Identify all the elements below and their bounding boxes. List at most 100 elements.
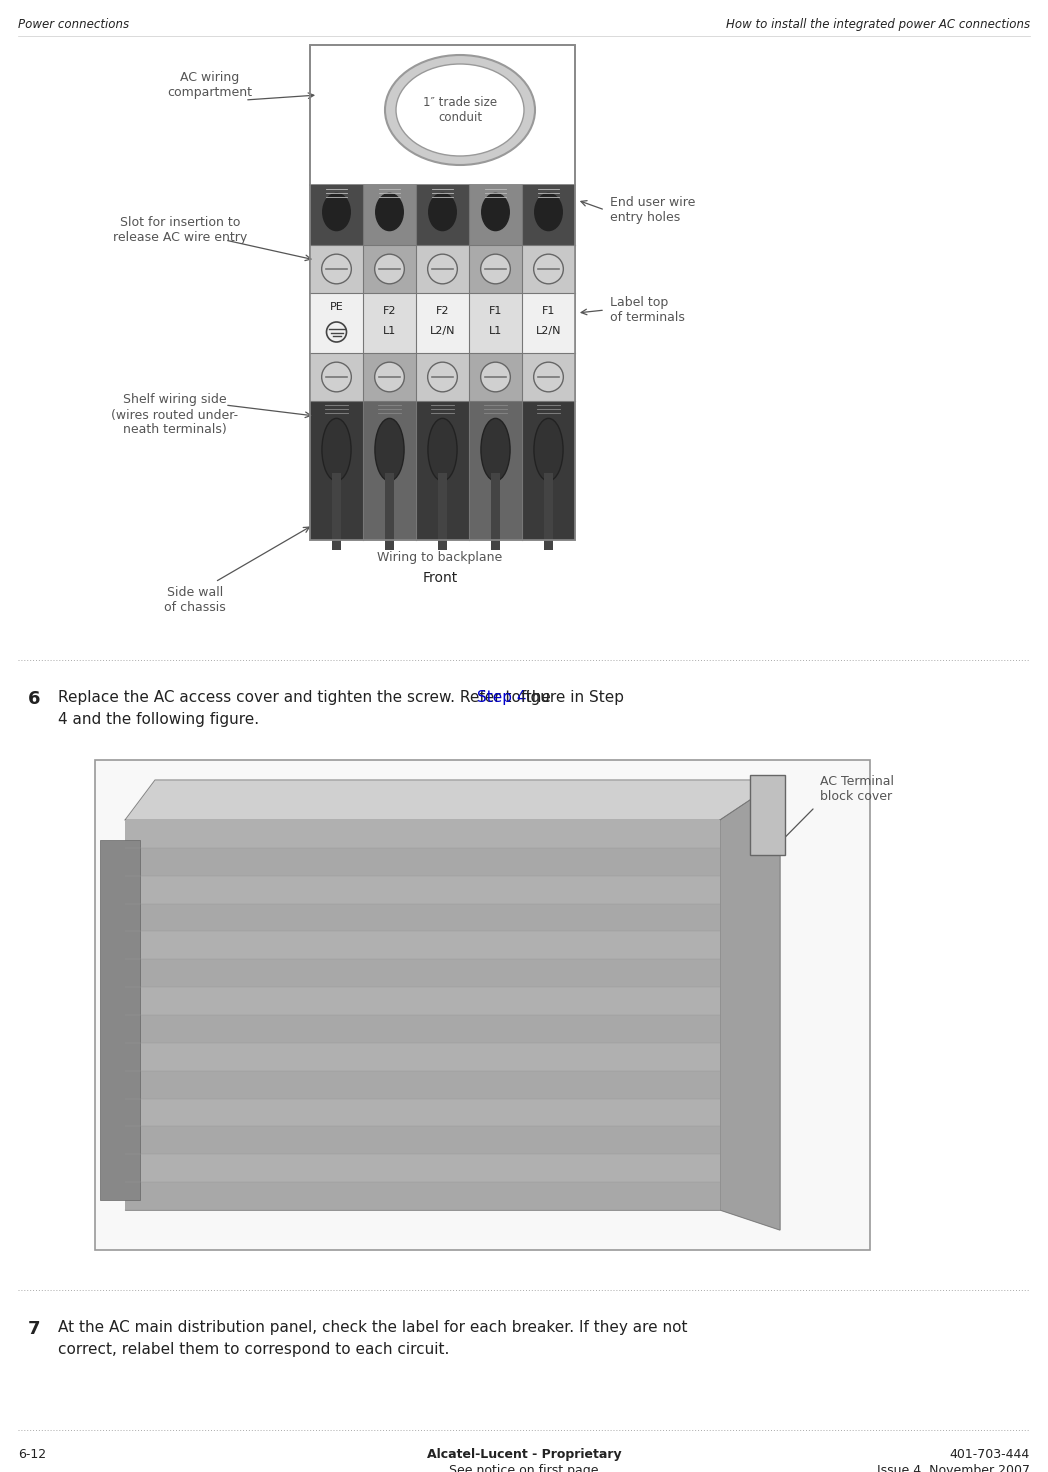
Bar [125, 820, 720, 848]
Ellipse shape [428, 418, 457, 481]
Text: Replace the AC access cover and tighten the screw. Refer to the: Replace the AC access cover and tighten … [58, 690, 555, 705]
Text: See notice on first page: See notice on first page [450, 1465, 598, 1472]
Bar [363, 293, 416, 353]
Bar [125, 1126, 720, 1154]
Text: Power connections: Power connections [18, 18, 129, 31]
Circle shape [428, 362, 457, 392]
Text: Side wall
of chassis: Side wall of chassis [165, 586, 226, 614]
Bar [522, 185, 575, 244]
Ellipse shape [481, 418, 510, 481]
Bar [522, 293, 575, 353]
Ellipse shape [375, 418, 405, 481]
Circle shape [428, 255, 457, 284]
Circle shape [533, 362, 564, 392]
Text: F1: F1 [542, 306, 555, 316]
Bar [363, 185, 416, 244]
Text: correct, relabel them to correspond to each circuit.: correct, relabel them to correspond to e… [58, 1342, 450, 1357]
Bar [310, 400, 363, 540]
Bar [363, 244, 416, 293]
Bar [125, 988, 720, 1016]
Bar [470, 185, 522, 244]
Bar [125, 960, 720, 988]
Text: 6-12: 6-12 [18, 1448, 46, 1462]
Bar [470, 353, 522, 400]
Bar [125, 848, 720, 876]
Bar [363, 353, 416, 400]
Ellipse shape [323, 193, 350, 231]
Text: L2/N: L2/N [430, 325, 455, 336]
Circle shape [481, 255, 510, 284]
Circle shape [375, 255, 405, 284]
Ellipse shape [322, 418, 351, 481]
Bar [125, 1016, 720, 1042]
Text: AC wiring
compartment: AC wiring compartment [168, 71, 253, 99]
Text: figure in Step: figure in Step [517, 690, 625, 705]
Bar [522, 244, 575, 293]
Bar [125, 1182, 720, 1210]
Bar [416, 244, 470, 293]
Text: Label top
of terminals: Label top of terminals [610, 296, 685, 324]
Bar [310, 244, 363, 293]
Ellipse shape [396, 63, 524, 156]
Text: 6: 6 [28, 690, 41, 708]
Bar [125, 1042, 720, 1070]
Bar [416, 353, 470, 400]
Text: L1: L1 [383, 325, 396, 336]
Text: 4 and the following figure.: 4 and the following figure. [58, 712, 259, 727]
Bar [385, 474, 394, 549]
Bar [125, 904, 720, 932]
Bar [438, 474, 447, 549]
Bar [125, 1154, 720, 1182]
Bar [125, 932, 720, 960]
Text: AC Terminal
block cover: AC Terminal block cover [820, 774, 894, 804]
Bar [416, 293, 470, 353]
Bar [470, 244, 522, 293]
Bar [310, 293, 363, 353]
Bar [522, 400, 575, 540]
Circle shape [375, 362, 405, 392]
Text: How to install the integrated power AC connections: How to install the integrated power AC c… [726, 18, 1030, 31]
Bar [310, 46, 575, 540]
Circle shape [533, 255, 564, 284]
Text: L1: L1 [488, 325, 502, 336]
Bar [416, 185, 470, 244]
Text: End user wire
entry holes: End user wire entry holes [610, 196, 696, 224]
Text: 1″ trade size
conduit: 1″ trade size conduit [423, 96, 497, 124]
Bar [310, 353, 363, 400]
Bar [470, 293, 522, 353]
Bar [750, 774, 785, 855]
Text: F1: F1 [488, 306, 502, 316]
Polygon shape [720, 780, 780, 1231]
Circle shape [481, 362, 510, 392]
Text: Step 4: Step 4 [477, 690, 527, 705]
Text: Alcatel-Lucent - Proprietary: Alcatel-Lucent - Proprietary [427, 1448, 621, 1462]
Text: PE: PE [330, 302, 344, 312]
Bar [125, 1070, 720, 1098]
Ellipse shape [534, 193, 563, 231]
Ellipse shape [482, 193, 509, 231]
Bar [544, 474, 553, 549]
Bar [332, 474, 342, 549]
Text: Shelf wiring side
(wires routed under-
neath terminals): Shelf wiring side (wires routed under- n… [111, 393, 239, 437]
Ellipse shape [429, 193, 456, 231]
Text: F2: F2 [383, 306, 396, 316]
Bar [470, 400, 522, 540]
Bar [125, 820, 720, 1210]
Bar [490, 474, 500, 549]
Bar [95, 760, 870, 1250]
Text: 7: 7 [28, 1320, 41, 1338]
Bar [100, 841, 140, 1200]
Text: Front: Front [422, 571, 458, 584]
Circle shape [322, 362, 351, 392]
Bar [310, 185, 363, 244]
Text: Wiring to backplane: Wiring to backplane [377, 552, 503, 564]
Ellipse shape [376, 193, 403, 231]
Circle shape [322, 255, 351, 284]
Bar [125, 1098, 720, 1126]
Bar [416, 400, 470, 540]
Polygon shape [125, 780, 780, 820]
Text: 401-703-444: 401-703-444 [949, 1448, 1030, 1462]
Text: Issue 4, November 2007: Issue 4, November 2007 [877, 1465, 1030, 1472]
Bar [522, 353, 575, 400]
Ellipse shape [385, 54, 534, 165]
